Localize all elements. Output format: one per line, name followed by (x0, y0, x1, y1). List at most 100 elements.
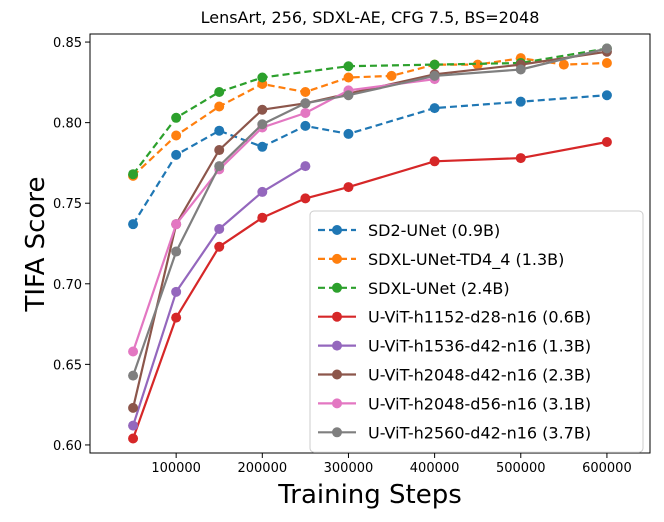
data-point (214, 161, 225, 172)
legend-marker (332, 427, 342, 438)
legend-marker (332, 282, 342, 293)
data-point (171, 246, 182, 257)
legend-label: SD2-UNet (0.9B) (368, 221, 500, 240)
data-point (257, 72, 268, 83)
data-point (257, 119, 268, 130)
legend-label: U-ViT-h1152-d28-n16 (0.6B) (368, 308, 591, 327)
data-point (171, 149, 182, 160)
data-point (300, 120, 311, 131)
legend: SD2-UNet (0.9B) SDXL-UNet-TD4_4 (1.3B) SDX… (309, 210, 644, 453)
data-point (343, 61, 354, 72)
data-point (343, 128, 354, 139)
legend-marker (332, 225, 342, 235)
data-point (214, 223, 225, 234)
data-point (128, 370, 139, 381)
data-point (558, 59, 569, 70)
x-tick-label: 500000 (496, 461, 546, 476)
legend-label: U-ViT-h2048-d42-n16 (2.3B) (368, 366, 591, 385)
data-point (601, 43, 612, 54)
data-point (386, 70, 397, 81)
data-point (300, 107, 311, 118)
data-point (429, 156, 440, 167)
legend-label: U-ViT-h2048-d56-n16 (3.1B) (368, 394, 591, 413)
legend-marker (332, 311, 342, 322)
legend-item: U-ViT-h2048-d42-n16 (2.3B) (318, 366, 591, 385)
data-point (214, 87, 225, 98)
data-point (128, 433, 139, 444)
chart-title: LensArt, 256, SDXL-AE, CFG 7.5, BS=2048 (201, 8, 540, 27)
legend-item: SDXL-UNet (2.4B) (318, 279, 510, 298)
legend-marker (332, 253, 342, 264)
data-point (300, 193, 311, 204)
series-line (132, 47, 608, 175)
legend-item: U-ViT-h1152-d28-n16 (0.6B) (318, 308, 591, 327)
data-point (214, 145, 225, 156)
series-0 (128, 90, 612, 230)
data-point (257, 141, 268, 152)
y-tick-label: 0.85 (53, 36, 82, 51)
legend-marker (332, 369, 342, 380)
data-point (515, 153, 526, 164)
data-point (300, 161, 311, 172)
data-point (128, 169, 139, 180)
y-tick-label: 0.70 (53, 278, 82, 293)
legend-item: U-ViT-h2560-d42-n16 (3.7B) (318, 423, 591, 442)
x-tick-label: 100000 (151, 461, 201, 476)
data-point (343, 90, 354, 101)
legend-label: SDXL-UNet-TD4_4 (1.3B) (368, 250, 564, 270)
data-point (171, 130, 182, 141)
x-tick-label: 400000 (410, 461, 460, 476)
legend-item: SDXL-UNet-TD4_4 (1.3B) (318, 250, 564, 270)
plot-frame (89, 33, 651, 454)
data-point (429, 70, 440, 81)
x-axis-title: Training Steps (277, 480, 462, 510)
series-2 (128, 43, 612, 180)
data-point (601, 136, 612, 147)
data-point (300, 87, 311, 98)
data-point (515, 64, 526, 75)
data-point (429, 103, 440, 114)
series-3 (128, 136, 612, 444)
data-point (601, 90, 612, 101)
series-line (132, 94, 607, 225)
data-point (343, 72, 354, 83)
legend-item: U-ViT-h1536-d42-n16 (1.3B) (318, 337, 591, 356)
data-point (343, 182, 354, 193)
data-point (128, 219, 139, 230)
data-point (128, 420, 139, 431)
data-point (171, 219, 182, 230)
x-tick-label: 200000 (237, 461, 287, 476)
series-line (132, 57, 607, 177)
data-point (128, 402, 139, 413)
data-point (601, 58, 612, 69)
series-7 (128, 43, 612, 381)
legend-item: SD2-UNet (0.9B) (318, 221, 500, 240)
data-point (214, 125, 225, 136)
y-tick-label: 0.75 (53, 197, 82, 212)
series-4 (128, 161, 311, 431)
data-point (128, 346, 139, 357)
legend-label: SDXL-UNet (2.4B) (368, 279, 510, 298)
legend-item: U-ViT-h2048-d56-n16 (3.1B) (318, 394, 591, 413)
legend-marker (332, 340, 342, 351)
data-point (257, 104, 268, 115)
data-point (171, 312, 182, 323)
data-point (472, 59, 483, 70)
data-point (214, 241, 225, 252)
legend-box (309, 210, 644, 453)
data-point (257, 212, 268, 223)
data-point (171, 112, 182, 123)
legend-marker (332, 398, 342, 409)
y-tick-label: 0.80 (53, 117, 82, 132)
data-point (214, 101, 225, 112)
x-tick-label: 300000 (324, 461, 374, 476)
data-point (257, 186, 268, 197)
y-tick-label: 0.60 (53, 439, 82, 454)
legend-label: U-ViT-h1536-d42-n16 (1.3B) (368, 337, 591, 356)
data-point (515, 96, 526, 107)
data-point (171, 286, 182, 297)
y-axis-title: TIFA Score (21, 177, 51, 313)
series-1 (128, 53, 612, 181)
data-point (300, 98, 311, 109)
